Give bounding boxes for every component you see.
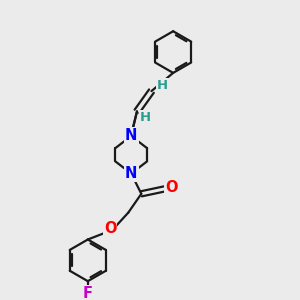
Text: O: O [165,180,177,195]
Text: H: H [140,111,151,124]
Text: H: H [157,80,168,92]
Text: F: F [82,286,92,300]
Text: N: N [125,166,137,181]
Text: N: N [125,128,137,143]
Text: O: O [104,221,116,236]
